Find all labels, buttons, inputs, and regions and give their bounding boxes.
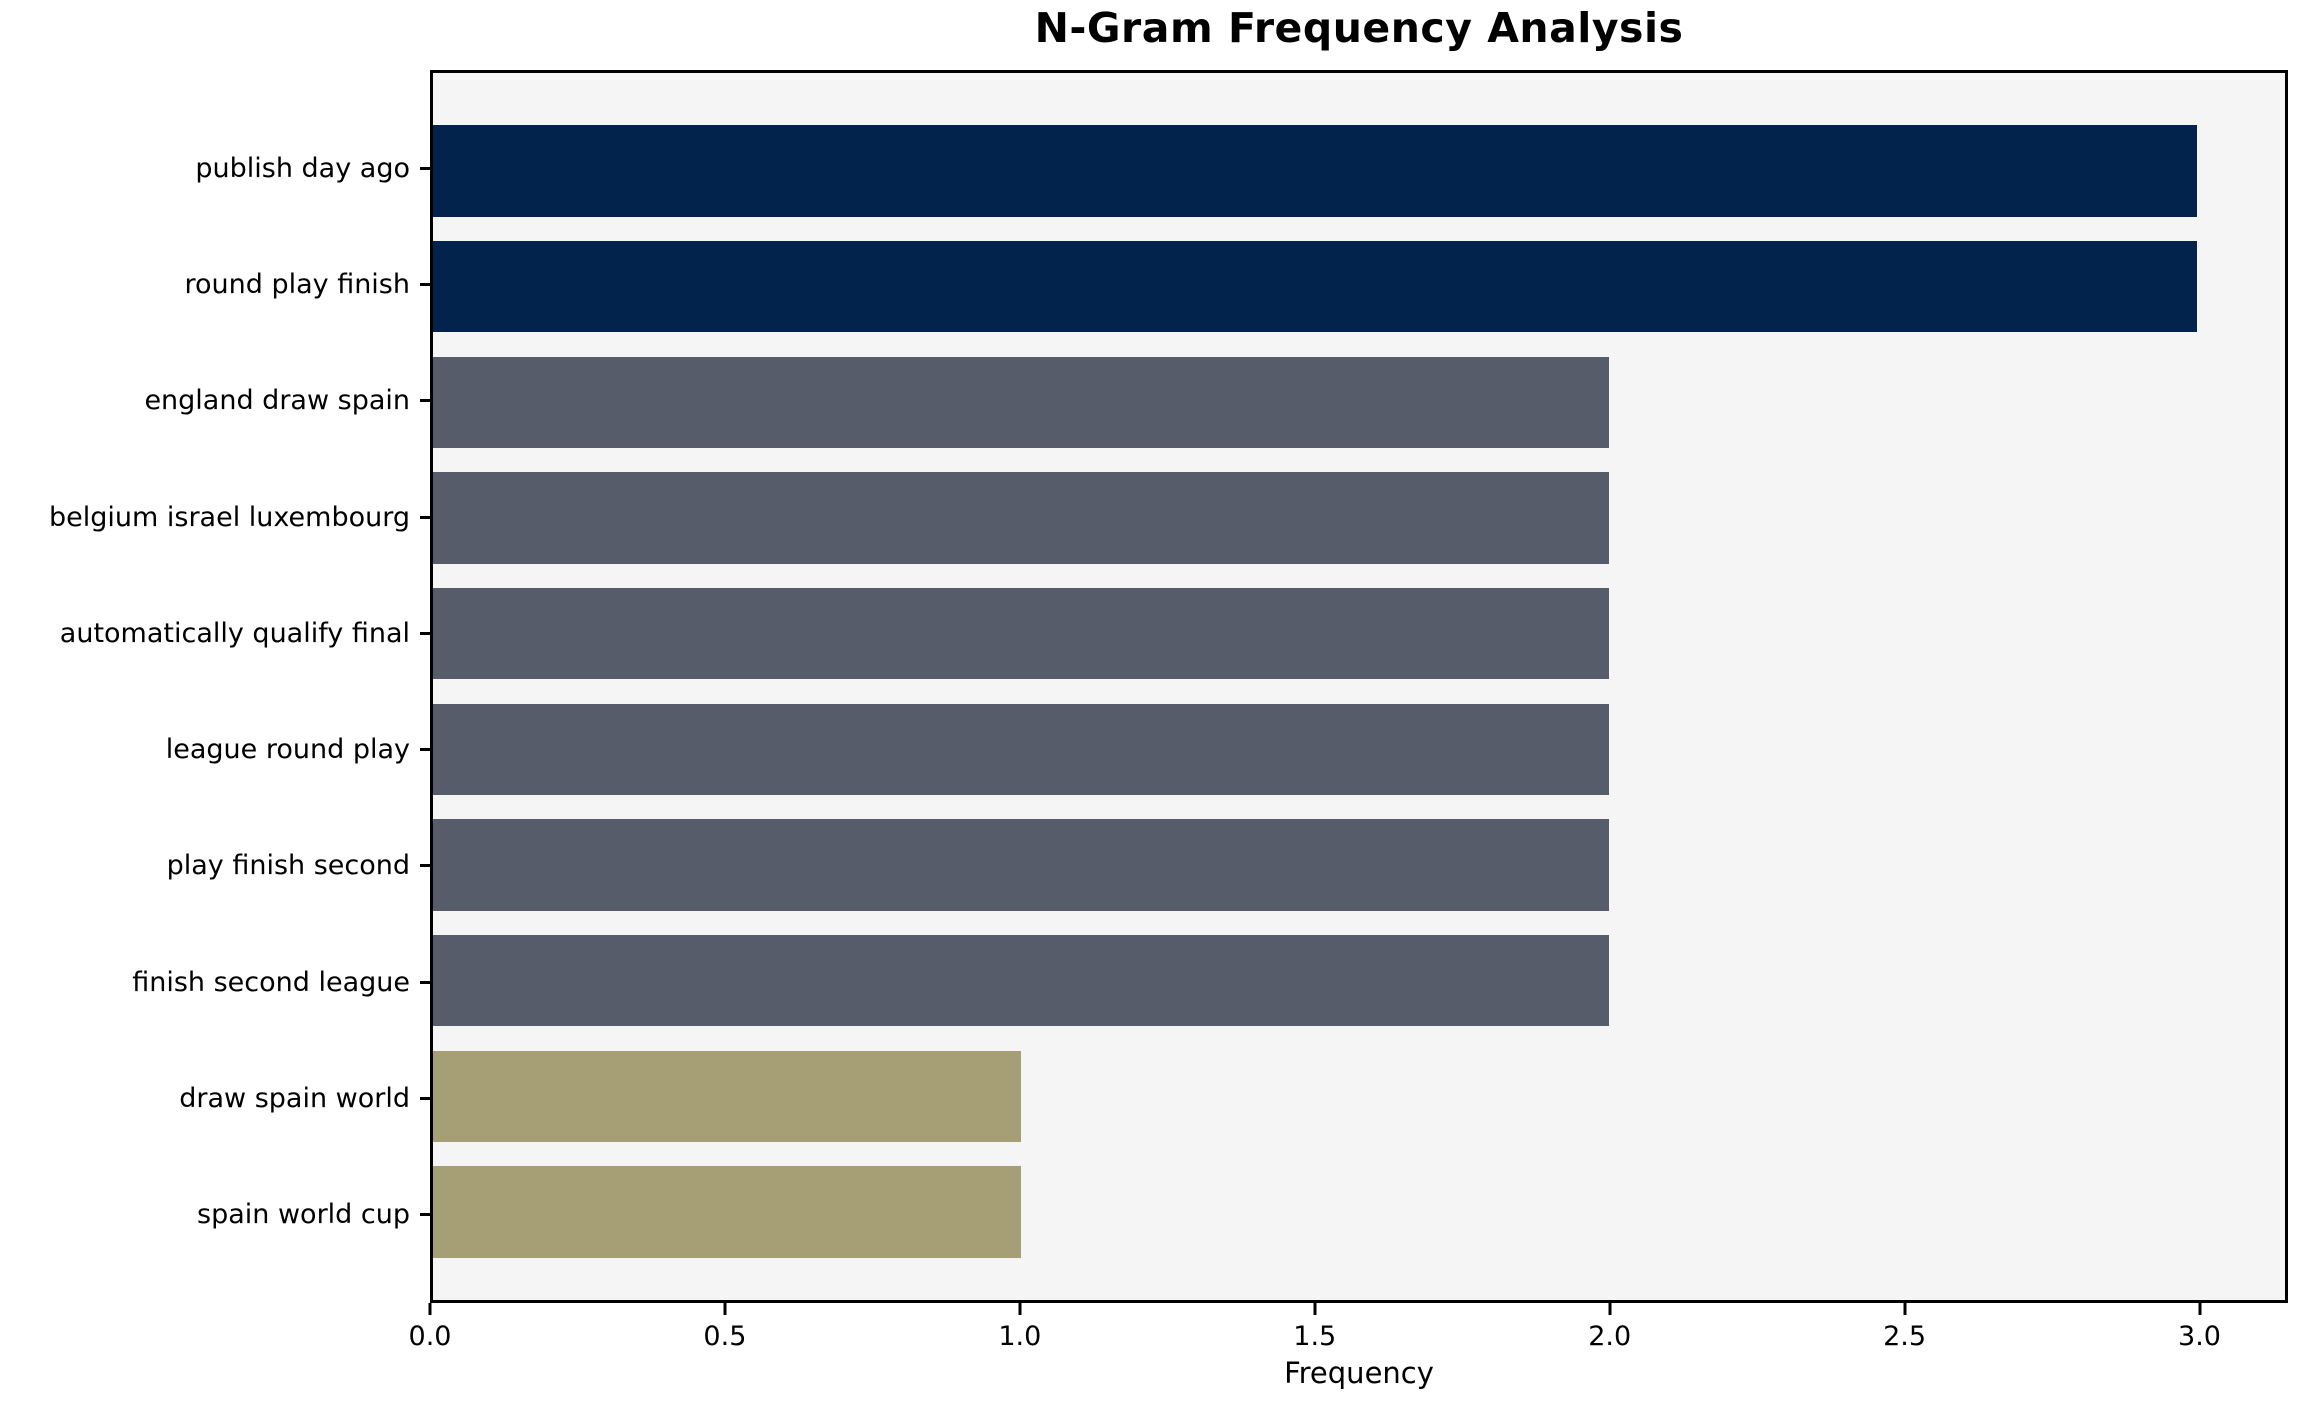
plot-area [430, 70, 2288, 1303]
bar-belgium-israel-luxembourg [433, 472, 1609, 564]
y-tick-label: belgium israel luxembourg [48, 501, 410, 533]
x-tick-mark [2198, 1303, 2202, 1315]
bar-row [433, 113, 2285, 229]
bar-play-finish-second [433, 819, 1609, 911]
y-tick-label: publish day ago [195, 152, 410, 184]
bar-finish-second-league [433, 935, 1609, 1027]
bar-row [433, 1039, 2285, 1155]
x-tick-label: 1.5 [1293, 1321, 1337, 1352]
y-tick-label: spain world cup [197, 1199, 410, 1231]
y-tick-mark [420, 515, 430, 519]
bar-row [433, 460, 2285, 576]
bar-publish-day-ago [433, 125, 2197, 217]
x-tick-mark [1313, 1303, 1317, 1315]
bar-row [433, 807, 2285, 923]
x-tick-mark [1903, 1303, 1907, 1315]
y-tick-mark [420, 631, 430, 635]
y-tick-mark [420, 864, 430, 868]
x-axis: 0.0 0.5 1.0 1.5 2.0 2.5 3.0 [409, 1303, 2288, 1373]
y-tick-label: play finish second [166, 850, 410, 882]
x-tick-label: 2.0 [1588, 1321, 1632, 1352]
x-tick-label: 0.5 [703, 1321, 747, 1352]
y-axis-labels: publish day ago round play finish england … [0, 70, 430, 1303]
y-tick-label: england draw spain [144, 385, 410, 417]
y-label-row: league round play [0, 691, 430, 807]
y-label-row: play finish second [0, 808, 430, 924]
y-label-row: automatically qualify final [0, 575, 430, 691]
x-tick-label: 2.5 [1883, 1321, 1927, 1352]
x-tick-mark [1608, 1303, 1612, 1315]
y-label-row: spain world cup [0, 1157, 430, 1273]
y-label-row: finish second league [0, 924, 430, 1040]
y-label-row: england draw spain [0, 343, 430, 459]
chart-title: N-Gram Frequency Analysis [1034, 4, 1684, 52]
x-tick-mark [723, 1303, 727, 1315]
bar-automatically-qualify-final [433, 587, 1609, 680]
bar-spain-world-cup [433, 1166, 1021, 1258]
bar-row [433, 1154, 2285, 1270]
bar-league-round-play [433, 703, 1609, 796]
y-tick-label: finish second league [132, 966, 410, 998]
y-tick-mark [420, 282, 430, 286]
y-tick-mark [420, 166, 430, 170]
bar-round-play-finish [433, 240, 2197, 333]
x-axis-title: Frequency [1284, 1356, 1434, 1390]
y-tick-mark [420, 748, 430, 752]
bar-row [433, 923, 2285, 1039]
bars-container [433, 73, 2285, 1300]
y-tick-label: league round play [165, 734, 410, 766]
y-tick-mark [420, 1097, 430, 1101]
y-label-row: draw spain world [0, 1040, 430, 1156]
bar-row [433, 344, 2285, 460]
bar-row [433, 692, 2285, 808]
y-tick-mark [420, 399, 430, 403]
bar-row [433, 229, 2285, 345]
x-tick-mark [428, 1303, 432, 1315]
y-label-row: round play finish [0, 226, 430, 342]
y-label-row: publish day ago [0, 110, 430, 226]
y-tick-label: draw spain world [179, 1083, 410, 1115]
x-tick-label: 0.0 [408, 1321, 452, 1352]
bar-draw-spain-world [433, 1050, 1021, 1143]
x-tick-label: 3.0 [2178, 1321, 2221, 1352]
y-label-row: belgium israel luxembourg [0, 459, 430, 575]
y-tick-mark [420, 980, 430, 984]
y-tick-mark [420, 1213, 430, 1217]
x-tick-label: 1.0 [998, 1321, 1042, 1352]
bar-row [433, 576, 2285, 692]
y-tick-label: automatically qualify final [59, 617, 410, 649]
y-tick-label: round play finish [184, 268, 410, 300]
x-tick-mark [1018, 1303, 1022, 1315]
bar-england-draw-spain [433, 356, 1609, 448]
